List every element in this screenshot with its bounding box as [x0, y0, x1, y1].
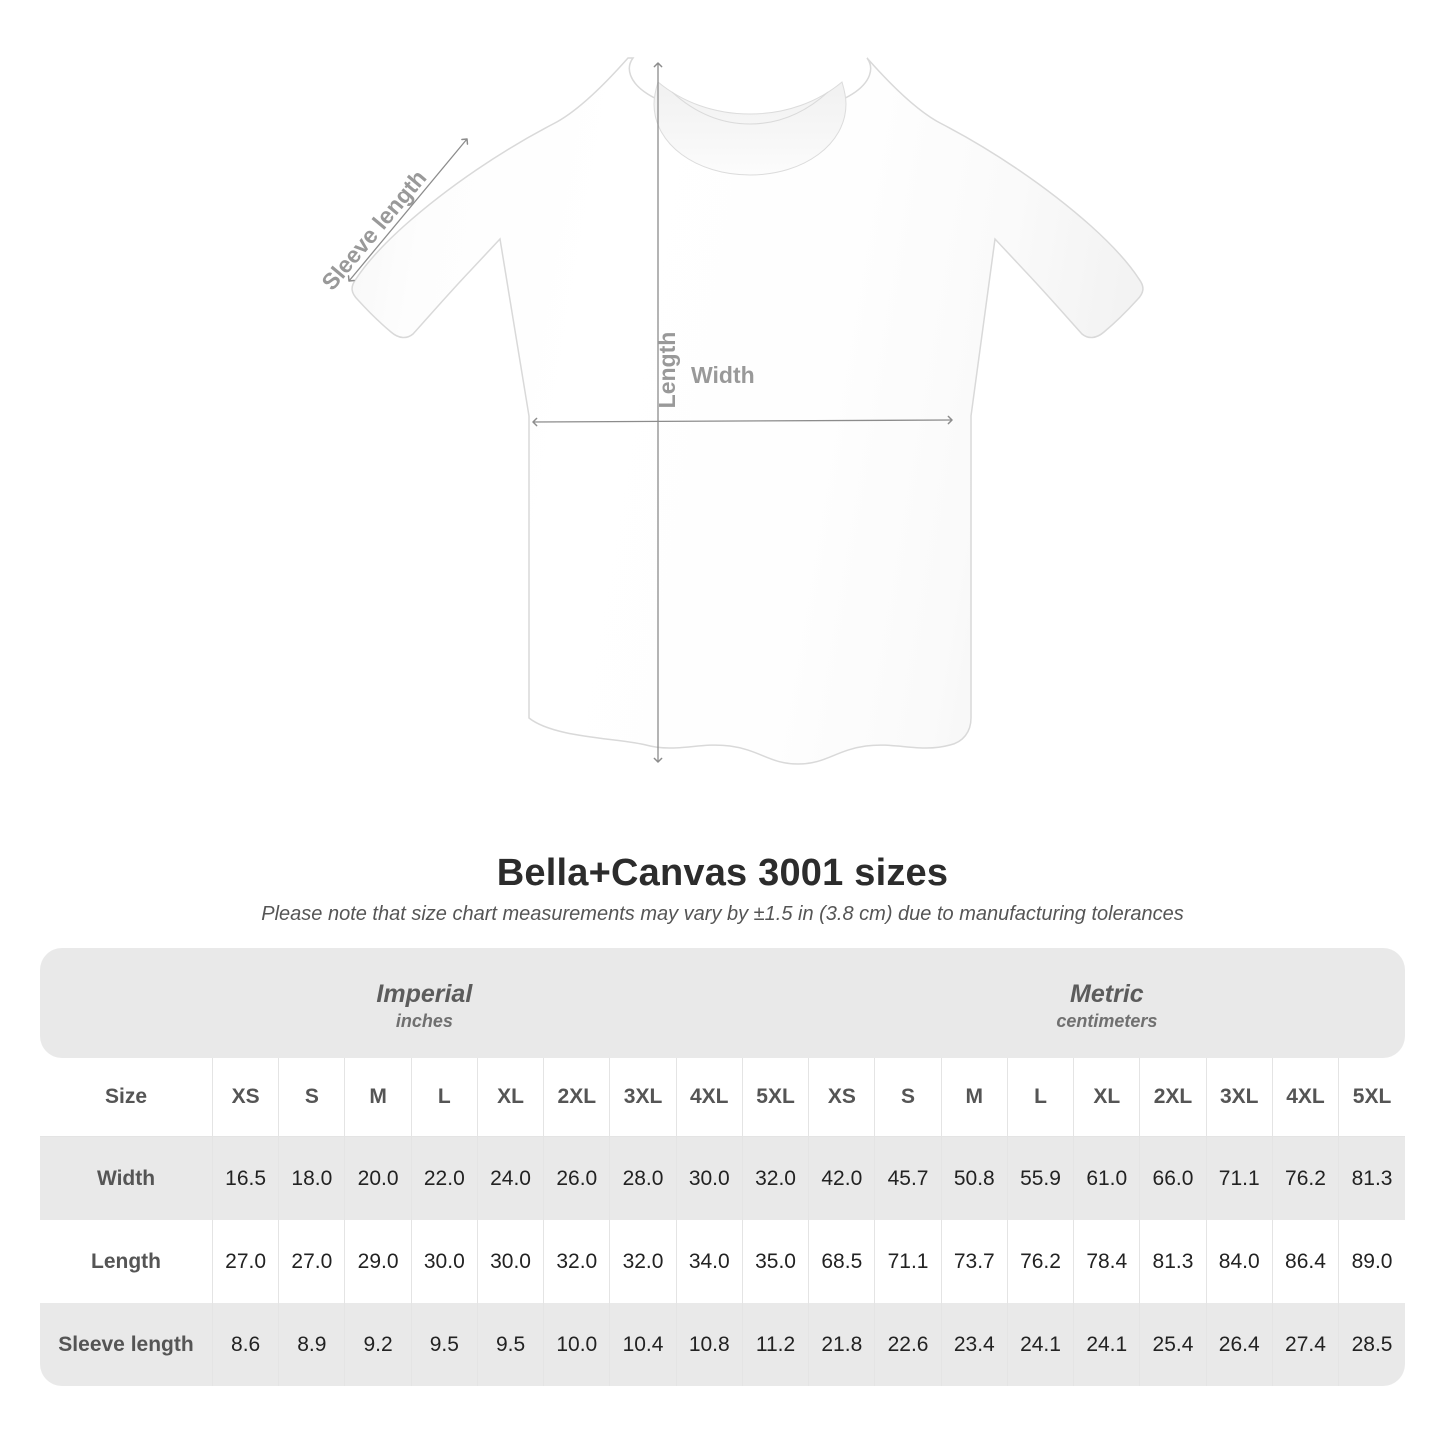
- svg-text:Length: Length: [654, 332, 680, 409]
- svg-text:Width: Width: [691, 362, 755, 388]
